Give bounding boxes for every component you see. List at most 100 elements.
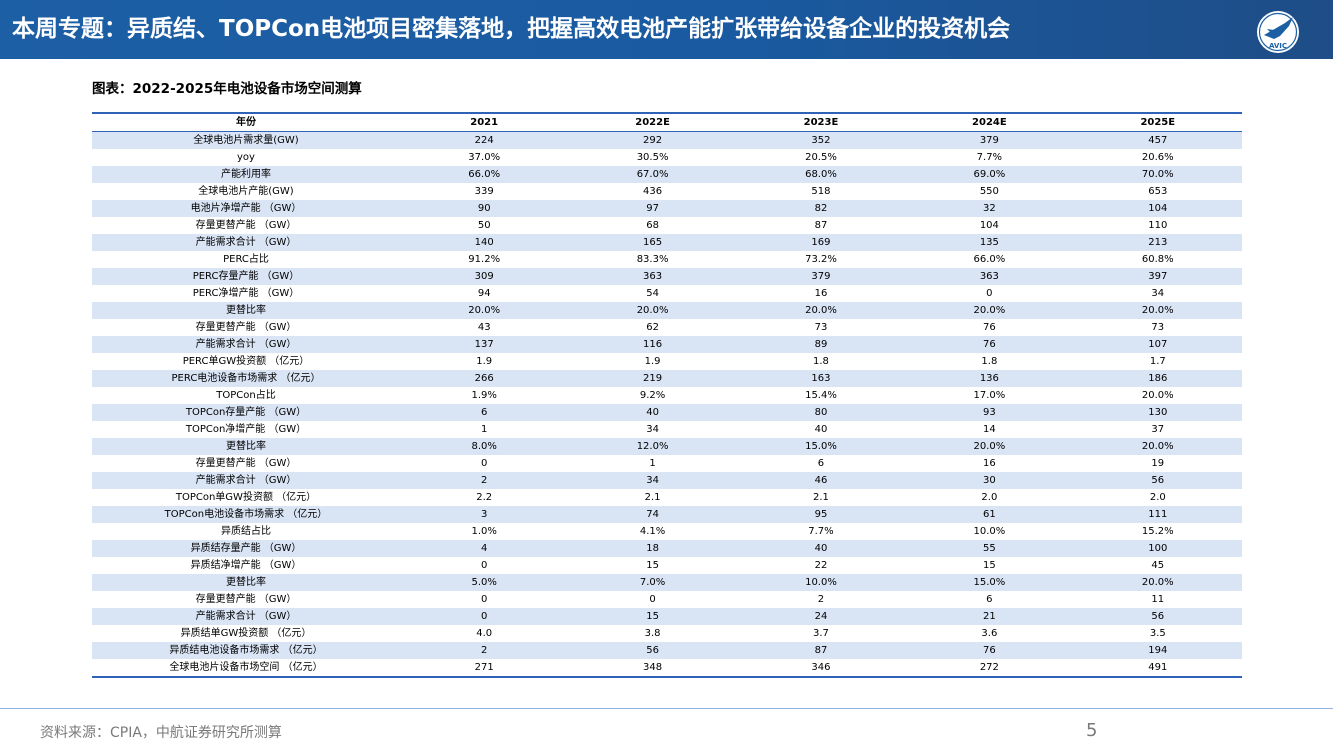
table-cell: 18: [568, 540, 737, 557]
table-cell: 56: [568, 642, 737, 659]
table-cell: 80: [736, 404, 906, 421]
table-cell: 46: [736, 472, 906, 489]
table-cell: 70.0%: [1073, 166, 1242, 183]
table-cell: 16: [736, 285, 906, 302]
table-cell: 20.6%: [1073, 149, 1242, 166]
table-row: PERC单GW投资额 （亿元） 1.9 1.9 1.8 1.8 1.7: [92, 353, 1242, 370]
table-row: 全球电池片设备市场空间 （亿元） 271 348 346 272 491: [92, 659, 1242, 677]
table-cell: 0: [905, 285, 1074, 302]
table-cell: 6: [400, 404, 569, 421]
table-cell: 2.0: [905, 489, 1074, 506]
row-label: 电池片净增产能 （GW）: [92, 200, 400, 217]
table-cell: 34: [568, 472, 737, 489]
table-row: PERC电池设备市场需求 （亿元） 266 219 163 136 186: [92, 370, 1242, 387]
table-cell: 73: [736, 319, 906, 336]
table-cell: 37: [1073, 421, 1242, 438]
table-cell: 4.0: [400, 625, 569, 642]
table-row: TOPCon占比 1.9% 9.2% 15.4% 17.0% 20.0%: [92, 387, 1242, 404]
row-label: TOPCon净增产能 （GW）: [92, 421, 400, 438]
table-cell: 40: [568, 404, 737, 421]
table-cell: 363: [905, 268, 1074, 285]
table-cell: 3.8: [568, 625, 737, 642]
table-cell: 74: [568, 506, 737, 523]
table-cell: 1.9: [400, 353, 569, 370]
table-cell: 518: [736, 183, 906, 200]
table-cell: 2: [400, 642, 569, 659]
row-label: 全球电池片产能(GW): [92, 183, 400, 200]
table-row: TOPCon净增产能 （GW） 1 34 40 14 37: [92, 421, 1242, 438]
table-cell: 111: [1073, 506, 1242, 523]
table-cell: 91.2%: [400, 251, 569, 268]
table-cell: 3.5: [1073, 625, 1242, 642]
table-row: 电池片净增产能 （GW） 90 97 82 32 104: [92, 200, 1242, 217]
table-cell: 339: [400, 183, 569, 200]
table-row: 存量更替产能 （GW） 0 0 2 6 11: [92, 591, 1242, 608]
row-label: 更替比率: [92, 438, 400, 455]
table-cell: 2.1: [568, 489, 737, 506]
table-cell: 34: [568, 421, 737, 438]
table-cell: 104: [1073, 200, 1242, 217]
table-cell: 30: [905, 472, 1074, 489]
table-cell: 140: [400, 234, 569, 251]
row-label: TOPCon电池设备市场需求 （亿元）: [92, 506, 400, 523]
table-cell: 1.9%: [400, 387, 569, 404]
table-cell: 1.8: [736, 353, 906, 370]
table-cell: 20.5%: [736, 149, 906, 166]
table-cell: 15.2%: [1073, 523, 1242, 540]
table-caption: 图表：2022-2025年电池设备市场空间测算: [92, 81, 362, 97]
table-cell: 12.0%: [568, 438, 737, 455]
table-row: TOPCon电池设备市场需求 （亿元） 3 74 95 61 111: [92, 506, 1242, 523]
row-label: 存量更替产能 （GW）: [92, 319, 400, 336]
table-cell: 2: [400, 472, 569, 489]
table-cell: 309: [400, 268, 569, 285]
table-cell: 60.8%: [1073, 251, 1242, 268]
table-cell: 379: [905, 131, 1074, 149]
table-cell: 62: [568, 319, 737, 336]
row-label: TOPCon存量产能 （GW）: [92, 404, 400, 421]
table-row: 产能需求合计 （GW） 0 15 24 21 56: [92, 608, 1242, 625]
table-cell: 87: [736, 642, 906, 659]
row-label: 产能需求合计 （GW）: [92, 472, 400, 489]
row-label: PERC存量产能 （GW）: [92, 268, 400, 285]
table-cell: 116: [568, 336, 737, 353]
table-cell: 6: [905, 591, 1074, 608]
table-row: PERC占比 91.2% 83.3% 73.2% 66.0% 60.8%: [92, 251, 1242, 268]
row-label: 产能利用率: [92, 166, 400, 183]
table-cell: 76: [905, 336, 1074, 353]
table-row: 产能利用率 66.0% 67.0% 68.0% 69.0% 70.0%: [92, 166, 1242, 183]
table-cell: 15: [905, 557, 1074, 574]
table-cell: 436: [568, 183, 737, 200]
table-cell: 0: [400, 455, 569, 472]
table-cell: 2.0: [1073, 489, 1242, 506]
table-cell: 40: [736, 540, 906, 557]
row-label: 更替比率: [92, 302, 400, 319]
table-row: 存量更替产能 （GW） 50 68 87 104 110: [92, 217, 1242, 234]
table-cell: 213: [1073, 234, 1242, 251]
table-cell: 3: [400, 506, 569, 523]
row-label: 存量更替产能 （GW）: [92, 591, 400, 608]
table-cell: 89: [736, 336, 906, 353]
column-header: 年份: [92, 113, 400, 132]
table-cell: 56: [1073, 472, 1242, 489]
table-cell: 32: [905, 200, 1074, 217]
table-cell: 379: [736, 268, 906, 285]
table-cell: 0: [400, 557, 569, 574]
table-cell: 272: [905, 659, 1074, 677]
row-label: 存量更替产能 （GW）: [92, 217, 400, 234]
footer-divider: [0, 708, 1333, 709]
table-row: 存量更替产能 （GW） 0 1 6 16 19: [92, 455, 1242, 472]
table-cell: 95: [736, 506, 906, 523]
table-row: 异质结存量产能 （GW） 4 18 40 55 100: [92, 540, 1242, 557]
table-row: PERC净增产能 （GW） 94 54 16 0 34: [92, 285, 1242, 302]
table-cell: 76: [905, 642, 1074, 659]
table-cell: 136: [905, 370, 1074, 387]
table-cell: 457: [1073, 131, 1242, 149]
capacity-forecast-table: 年份 2021 2022E 2023E 2024E 2025E 全球电池片需求量…: [92, 112, 1242, 678]
table-cell: 24: [736, 608, 906, 625]
table-cell: 397: [1073, 268, 1242, 285]
table-cell: 82: [736, 200, 906, 217]
table-row: 产能需求合计 （GW） 140 165 169 135 213: [92, 234, 1242, 251]
table-cell: 50: [400, 217, 569, 234]
table-row: 存量更替产能 （GW） 43 62 73 76 73: [92, 319, 1242, 336]
table-cell: 194: [1073, 642, 1242, 659]
